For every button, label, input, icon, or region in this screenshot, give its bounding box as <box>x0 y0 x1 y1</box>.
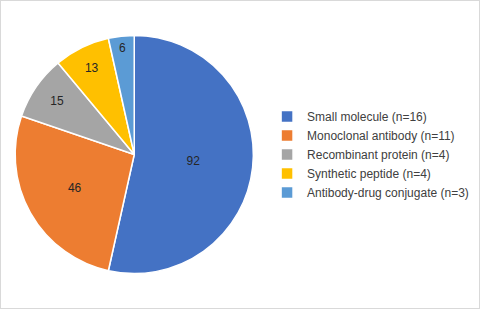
svg-text:Antibody-drug conjugate (n=3): Antibody-drug conjugate (n=3) <box>307 186 469 200</box>
svg-text:92: 92 <box>187 154 201 168</box>
svg-text:46: 46 <box>68 181 82 195</box>
svg-text:Small molecule (n=16): Small molecule (n=16) <box>307 110 427 124</box>
svg-text:15: 15 <box>50 94 64 108</box>
svg-text:13: 13 <box>85 61 99 75</box>
svg-text:Recombinant protein (n=4): Recombinant protein (n=4) <box>307 148 449 162</box>
svg-text:6: 6 <box>119 41 126 55</box>
svg-text:Monoclonal antibody (n=11): Monoclonal antibody (n=11) <box>307 129 455 143</box>
svg-text:Synthetic peptide (n=4): Synthetic peptide (n=4) <box>307 167 431 181</box>
